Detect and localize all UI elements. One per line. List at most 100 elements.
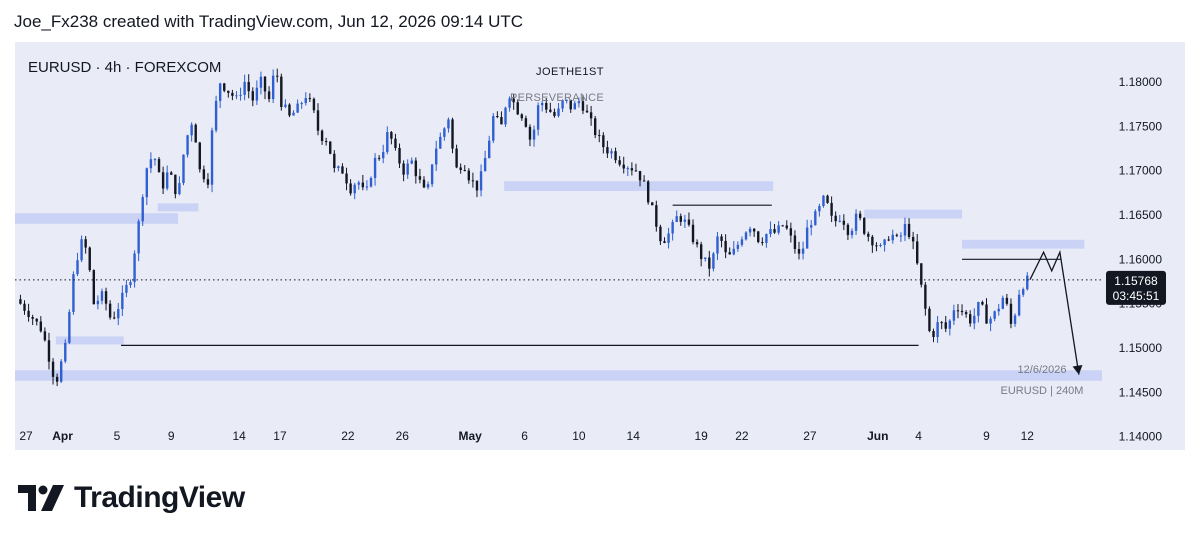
candle-body <box>422 179 426 188</box>
candle-body <box>801 248 805 254</box>
candle-body <box>854 213 858 231</box>
candle-body <box>606 147 609 154</box>
last-price-label-bg <box>1106 270 1166 305</box>
x-tick-label: 9 <box>168 429 175 443</box>
candle-body <box>451 119 454 149</box>
candle-body <box>479 171 483 191</box>
candle-body <box>573 103 577 110</box>
candle-body <box>390 132 393 139</box>
candle-body <box>520 114 524 119</box>
motto-label: PERSEVERANCE <box>510 92 604 104</box>
candle-body <box>940 322 943 324</box>
projection-path <box>1029 249 1080 375</box>
candle-body <box>712 253 715 269</box>
time-axis[interactable]: 27 Apr 5 9 14 17 22 26 May 6 10 14 19 22 27 Jun 4 9 12 <box>19 429 1034 443</box>
candle-body <box>1017 294 1021 316</box>
candle-body <box>141 197 144 222</box>
y-tick-label: 1.15000 <box>1119 341 1163 355</box>
candle-body <box>430 164 434 185</box>
candle-body <box>459 167 462 171</box>
candle-body <box>129 282 132 286</box>
candle-body <box>997 308 1000 312</box>
candle-body <box>300 103 303 105</box>
candle-body <box>581 101 585 111</box>
price-chart[interactable]: 1.180001.175001.170001.165001.160001.155… <box>0 0 1200 460</box>
zone-rect <box>864 209 963 219</box>
candle-body <box>553 111 556 116</box>
candle-body <box>545 102 548 110</box>
candle-body <box>194 124 197 143</box>
candle-body <box>659 226 662 242</box>
candle-body <box>426 184 430 188</box>
x-tick-label: May <box>459 429 483 443</box>
candle-body <box>121 292 124 310</box>
tradingview-logo[interactable]: TradingView <box>18 478 245 518</box>
candle-body <box>72 274 75 313</box>
candle-body <box>993 311 996 319</box>
candle-body <box>117 309 120 319</box>
candle-body <box>255 87 259 101</box>
supply-demand-zones <box>15 181 1102 381</box>
candle-body <box>104 291 108 304</box>
candle-body <box>496 116 499 118</box>
candle-body <box>838 220 841 222</box>
x-tick-label: 4 <box>915 429 922 443</box>
candle-body <box>651 202 654 206</box>
candle-body <box>683 219 687 222</box>
candle-body <box>174 174 177 195</box>
candle-body <box>447 119 450 129</box>
candle-body <box>626 168 629 170</box>
candle-body <box>891 234 894 241</box>
candle-body <box>614 151 617 161</box>
x-tick-label: 22 <box>341 429 355 443</box>
candle-body <box>296 103 299 113</box>
candle-body <box>924 284 927 309</box>
candle-body <box>227 90 230 93</box>
candle-body <box>752 228 756 232</box>
brand-name: TradingView <box>74 481 245 514</box>
y-tick-label: 1.14500 <box>1119 385 1163 399</box>
y-tick-label: 1.16500 <box>1119 208 1163 222</box>
candle-body <box>793 235 797 250</box>
candle-body <box>133 253 136 283</box>
candle-body <box>589 112 593 119</box>
candle-body <box>108 303 112 318</box>
candle-body <box>932 330 935 338</box>
x-tick-label: 27 <box>19 429 33 443</box>
x-tick-label: 27 <box>803 429 817 443</box>
x-tick-label: 12 <box>1021 429 1035 443</box>
candle-body <box>720 236 723 241</box>
candle-body <box>402 163 405 175</box>
candle-body <box>284 104 287 107</box>
attribution-header: Joe_Fx238 created with TradingView.com, … <box>14 12 524 31</box>
candle-body <box>1026 275 1029 290</box>
candle-body <box>916 241 919 264</box>
candle-body <box>883 239 886 245</box>
zone-rect <box>15 213 179 224</box>
price-axis[interactable]: 1.180001.175001.170001.165001.160001.155… <box>1119 75 1163 444</box>
candle-body <box>524 118 528 127</box>
candle-body <box>532 129 536 140</box>
candle-body <box>598 135 601 137</box>
candle-body <box>23 303 26 311</box>
candle-body <box>125 285 128 293</box>
candle-body <box>944 322 947 329</box>
candle-body <box>218 83 222 101</box>
candle-body <box>765 234 768 243</box>
candle-body <box>516 102 519 115</box>
candle-body <box>43 331 47 341</box>
x-tick-label: 17 <box>273 429 287 443</box>
candle-body <box>341 166 344 174</box>
candle-body <box>593 118 597 136</box>
candle-body <box>316 110 320 131</box>
candle-body <box>952 310 956 321</box>
candle-body <box>1013 315 1017 324</box>
candle-body <box>76 260 79 275</box>
candle-body <box>406 163 409 175</box>
candle-body <box>810 225 813 228</box>
symbol-note: EURUSD | 240M <box>1001 385 1084 397</box>
candle-body <box>149 159 153 169</box>
candle-body <box>528 126 532 140</box>
candle-body <box>761 242 764 244</box>
candle-body <box>39 321 43 332</box>
